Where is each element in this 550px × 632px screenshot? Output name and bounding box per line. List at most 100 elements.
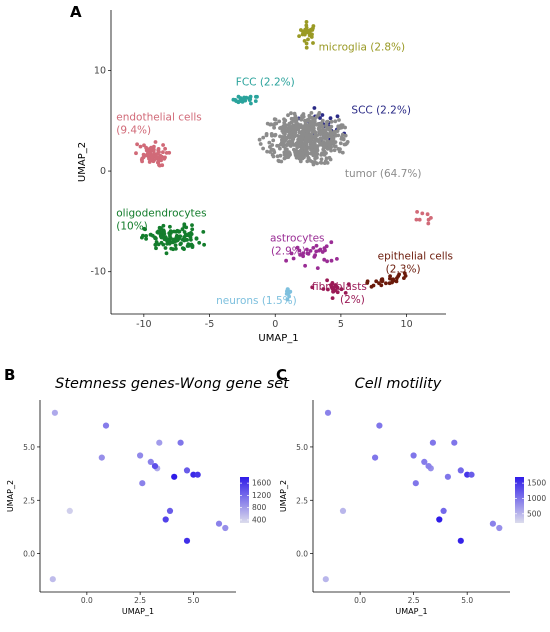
cell-point-oligodendrocytes <box>159 235 164 240</box>
cell-point-endothelial <box>134 151 138 156</box>
cell-point-fcc <box>241 97 246 101</box>
y-tick-label: 5.0 <box>23 443 35 452</box>
cell-point-neurons <box>285 287 290 291</box>
cell-point-oligodendrocytes <box>159 240 164 245</box>
cell-point-tumor <box>303 137 308 142</box>
cell-point-fibroblasts <box>335 285 340 290</box>
cell-point-endothelial <box>161 143 166 147</box>
cell-point <box>102 422 110 429</box>
cell-point <box>468 471 475 478</box>
cell-point-tumor <box>317 122 322 127</box>
cell-point-endothelial <box>141 155 146 160</box>
cell-point-tumor <box>307 118 311 123</box>
cell-point-tumor <box>285 147 289 152</box>
cell-point-oligodendrocytes <box>182 247 186 252</box>
cell-point-endothelial <box>152 144 156 149</box>
cell-point-astrocytes <box>305 251 310 256</box>
x-tick-label: -5 <box>205 319 214 330</box>
cell-point <box>429 439 436 446</box>
cell-point-tumor <box>321 144 326 149</box>
cell-point <box>322 576 329 583</box>
cell-point-tumor <box>314 137 319 141</box>
cell-point-tumor <box>282 152 287 157</box>
cell-point-tumor <box>273 117 278 122</box>
cell-point-oligodendrocytes <box>182 230 187 234</box>
cell-point-tumor <box>310 149 315 153</box>
cell-point-tumor <box>312 119 317 123</box>
cell-point <box>147 458 154 465</box>
cell-point-oligodendrocytes <box>156 242 161 247</box>
cell-point-tumor <box>306 155 311 160</box>
cell-point-astrocytes <box>289 251 294 256</box>
cell-point-tumor <box>292 147 296 152</box>
cell-point-tumor <box>258 142 263 146</box>
cell-point-oligodendrocytes <box>144 234 149 238</box>
cell-point-oligodendrocytes <box>174 246 178 251</box>
cell-point-tumor <box>264 132 269 136</box>
cell-point-epithelial <box>374 279 379 284</box>
cell-point-astrocytes <box>311 246 316 250</box>
cell-point-tumor <box>333 133 338 138</box>
cell-point-tumor <box>325 161 330 165</box>
cell-point-fcc <box>236 94 241 99</box>
cell-point-epithelial <box>365 281 370 285</box>
legend-tick-label: 1000 <box>527 494 546 503</box>
cluster-label-endothelial: endothelial cells <box>116 112 202 124</box>
cell-point <box>162 516 169 523</box>
cell-point-astrocytes <box>314 249 319 254</box>
cell-point-oligodendrocytes <box>184 225 189 230</box>
cell-point-tumor <box>323 141 328 146</box>
y-axis-title: UMAP_2 <box>6 480 15 512</box>
cell-point-fibroblasts <box>310 285 315 290</box>
x-tick-label: 5.0 <box>461 596 473 605</box>
feature-points <box>322 409 503 583</box>
cell-point-tumor <box>325 125 329 130</box>
cell-point-microglia <box>306 37 310 42</box>
cell-point-microglia <box>308 31 312 36</box>
plot-axes: -10 -5 0 5 10 -10 0 10 UMAP_1 UMAP_2 <box>77 10 446 344</box>
cell-point-tumor <box>282 120 287 125</box>
cell-point-tumor <box>333 119 338 124</box>
cell-point <box>496 524 503 532</box>
cell-point <box>421 458 428 465</box>
y-tick-label: 5.0 <box>296 443 308 452</box>
cell-point-tumor <box>315 152 320 156</box>
cell-point-tumor <box>273 132 278 137</box>
cell-point-oligodendrocytes <box>180 237 185 242</box>
x-tick-label: 5 <box>338 319 344 330</box>
cell-point-oligodendrocytes <box>189 232 194 237</box>
cell-point-oligodendrocytes <box>164 251 169 256</box>
cell-point-tumor <box>285 154 290 159</box>
cluster-label-endothelial-pct: (9.4%) <box>116 125 151 137</box>
cell-point-neurons <box>284 292 289 296</box>
legend-tick-label: 400 <box>252 515 267 524</box>
cell-point-microglia <box>304 23 309 28</box>
cell-point <box>222 524 229 532</box>
cell-point-fibroblasts <box>343 291 348 295</box>
cell-point-astrocytes <box>305 247 309 252</box>
cell-point <box>436 516 443 523</box>
cell-point-oligodendrocytes <box>202 242 207 247</box>
cluster-label-fcc: FCC (2.2%) <box>236 76 295 88</box>
cell-point-fcc <box>240 100 245 104</box>
cluster-label-astrocytes: astrocytes <box>270 233 325 245</box>
cell-point-astrocytes <box>308 249 313 253</box>
cell-point-tumor <box>317 139 322 144</box>
cell-point-tumor <box>298 153 303 158</box>
cell-point-epithelial <box>396 274 401 278</box>
color-legend: 400 800 1200 1600 <box>240 477 271 524</box>
cell-point-pink-cluster <box>429 216 433 220</box>
cell-point-tumor <box>330 131 334 136</box>
cell-point-tumor <box>275 154 280 159</box>
cell-point-tumor <box>319 161 324 165</box>
cluster-label-fibroblasts-pct: (2%) <box>340 294 365 306</box>
cell-point-tumor <box>314 122 319 127</box>
cell-point-tumor <box>322 161 327 166</box>
cell-point-tumor <box>287 135 292 140</box>
cell-point-scc <box>312 106 317 110</box>
cell-point-astrocytes <box>312 255 317 259</box>
cell-point-oligodendrocytes <box>140 235 144 240</box>
cell-point-tumor <box>292 111 297 116</box>
cell-point-microglia <box>303 27 308 32</box>
